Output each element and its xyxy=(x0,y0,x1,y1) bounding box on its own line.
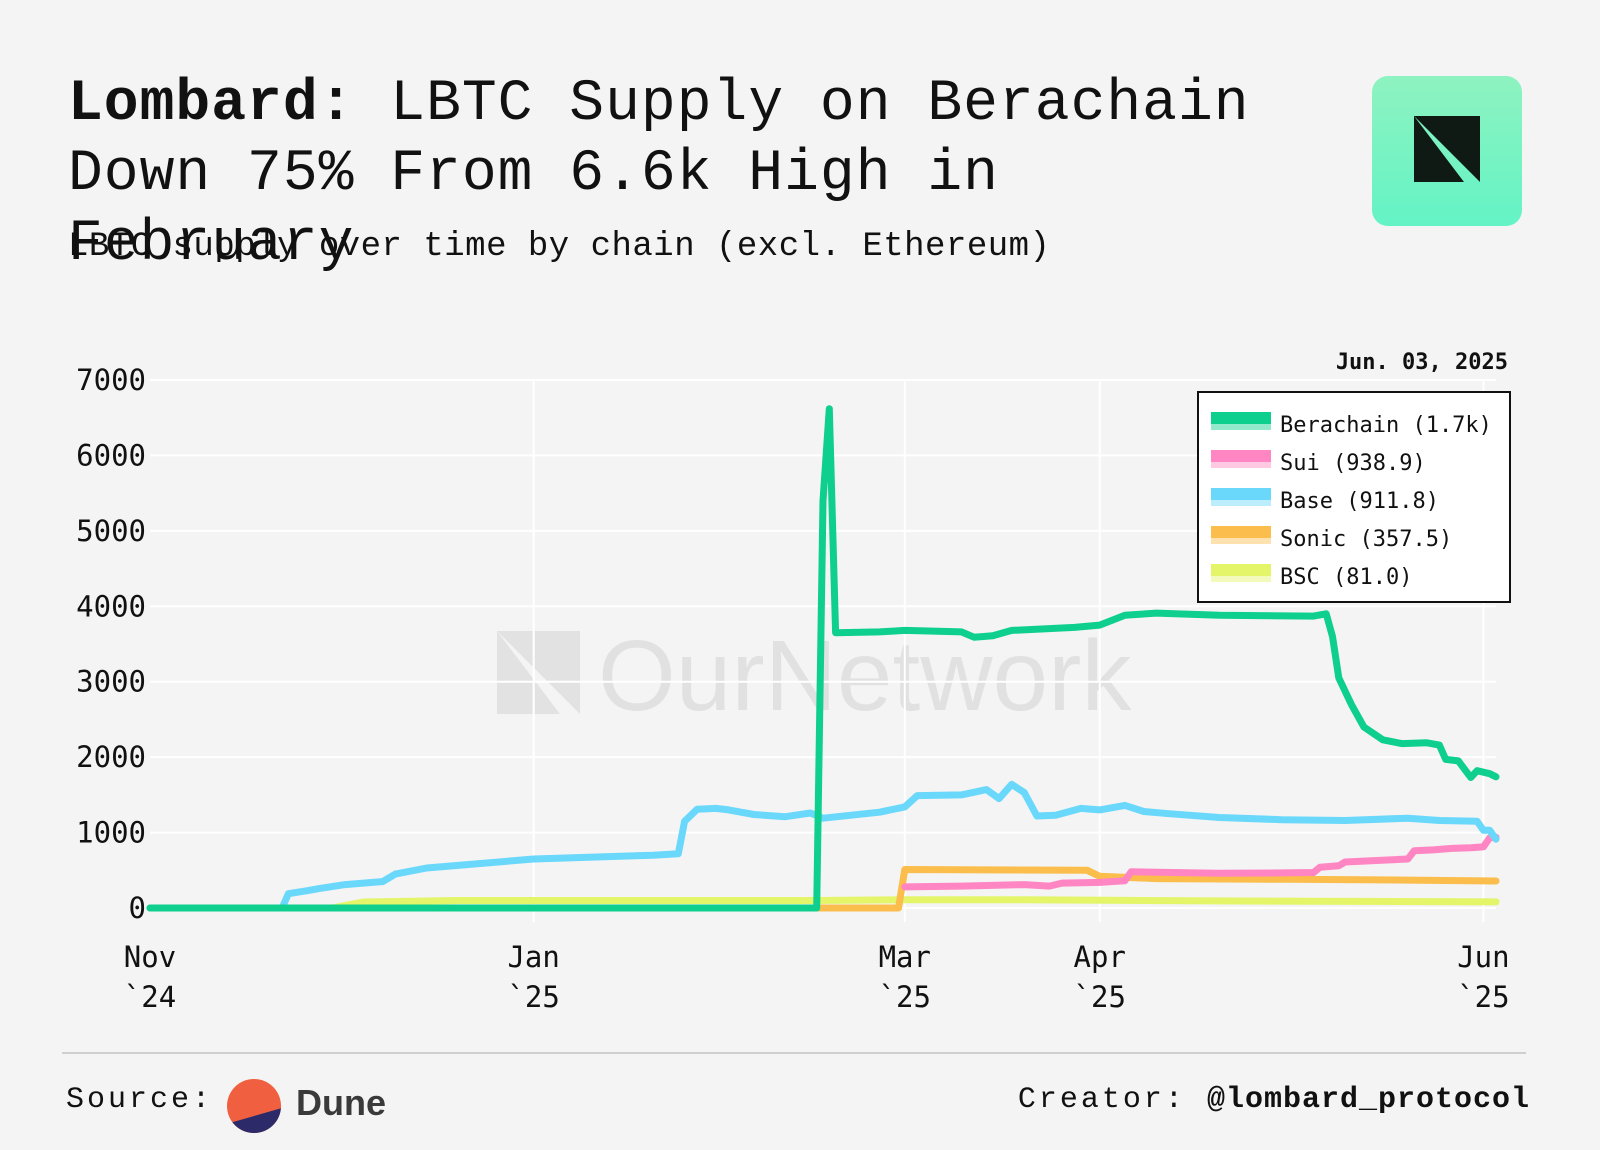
legend-swatch-shade xyxy=(1211,424,1271,430)
title-brand: Lombard: xyxy=(68,72,355,137)
page-subtitle: LBTC supply over time by chain (excl. Et… xyxy=(68,228,1051,266)
y-tick-label: 5000 xyxy=(76,514,146,548)
watermark: OurNetwork xyxy=(497,620,1132,732)
legend-swatch-base[interactable] xyxy=(1211,488,1271,500)
y-tick-label: 4000 xyxy=(76,589,146,623)
chart-date-label: Jun. 03, 2025 xyxy=(1336,350,1508,375)
legend-label-sui[interactable]: Sui (938.9) xyxy=(1280,451,1426,476)
creator-credit: Creator: @lombard_protocol xyxy=(1018,1083,1530,1117)
legend-swatch-shade xyxy=(1211,462,1271,468)
legend-label-sonic[interactable]: Sonic (357.5) xyxy=(1280,527,1452,552)
series-line-sui xyxy=(901,833,1500,891)
line-chart: OurNetwork 0 1000 2000 3000 4000 5000 6000 7000… xyxy=(76,350,1511,1014)
creator-label: Creator: xyxy=(1017,1083,1186,1117)
y-tick-label: 2000 xyxy=(76,740,146,774)
legend-swatch-berachain[interactable] xyxy=(1211,412,1271,424)
chart-series xyxy=(146,405,1500,912)
creator-handle[interactable]: @lombard_protocol xyxy=(1206,1083,1530,1117)
legend-label-base[interactable]: Base (911.8) xyxy=(1280,489,1439,514)
series-line-sonic xyxy=(146,866,1500,912)
legend-swatch-bsc[interactable] xyxy=(1211,564,1271,576)
x-tick-label: Mar `25 xyxy=(879,940,931,1014)
series-line-base xyxy=(146,780,1500,912)
x-axis: Nov `24 Jan `25 Mar `25 Apr `25 Jun `25 xyxy=(124,940,1510,1014)
source-label: Source: xyxy=(66,1083,214,1117)
legend-swatch-sonic[interactable] xyxy=(1211,526,1271,538)
series-line-berachain xyxy=(146,405,1500,912)
y-tick-label: 0 xyxy=(129,891,146,925)
x-tick-label: Nov `24 xyxy=(124,940,176,1014)
logo-mark-icon xyxy=(1414,116,1480,182)
y-axis: 0 1000 2000 3000 4000 5000 6000 7000 xyxy=(76,363,146,925)
legend-swatch-shade xyxy=(1211,576,1271,582)
y-tick-label: 7000 xyxy=(76,363,146,397)
x-tick-label: Jun `25 xyxy=(1457,940,1509,1014)
chart-legend[interactable]: Berachain (1.7k) Sui (938.9) Base (911.8) S… xyxy=(1197,391,1511,603)
legend-swatch-sui[interactable] xyxy=(1211,450,1271,462)
page-title: Lombard: LBTC Supply on Berachain Down 7… xyxy=(68,70,1318,280)
x-tick-label: Apr `25 xyxy=(1074,940,1126,1014)
dune-logo-icon xyxy=(227,1079,281,1133)
watermark-text: OurNetwork xyxy=(598,620,1132,732)
legend-swatch-shade xyxy=(1211,538,1271,544)
x-tick-label: Jan `25 xyxy=(507,940,559,1014)
legend-label-berachain[interactable]: Berachain (1.7k) xyxy=(1280,413,1492,438)
watermark-logo-icon xyxy=(497,631,580,714)
legend-swatch-shade xyxy=(1211,500,1271,506)
ournetwork-logo-icon xyxy=(1372,76,1522,226)
source-name: Dune xyxy=(296,1082,386,1123)
legend-label-bsc[interactable]: BSC (81.0) xyxy=(1280,565,1412,590)
y-tick-label: 3000 xyxy=(76,665,146,699)
title-text: LBTC Supply on Berachain Down 75% From 6… xyxy=(68,72,1250,277)
y-tick-label: 1000 xyxy=(76,816,146,850)
watermark-logo-shape xyxy=(497,631,560,714)
footer-divider xyxy=(62,1052,1526,1054)
y-tick-label: 6000 xyxy=(76,438,146,472)
